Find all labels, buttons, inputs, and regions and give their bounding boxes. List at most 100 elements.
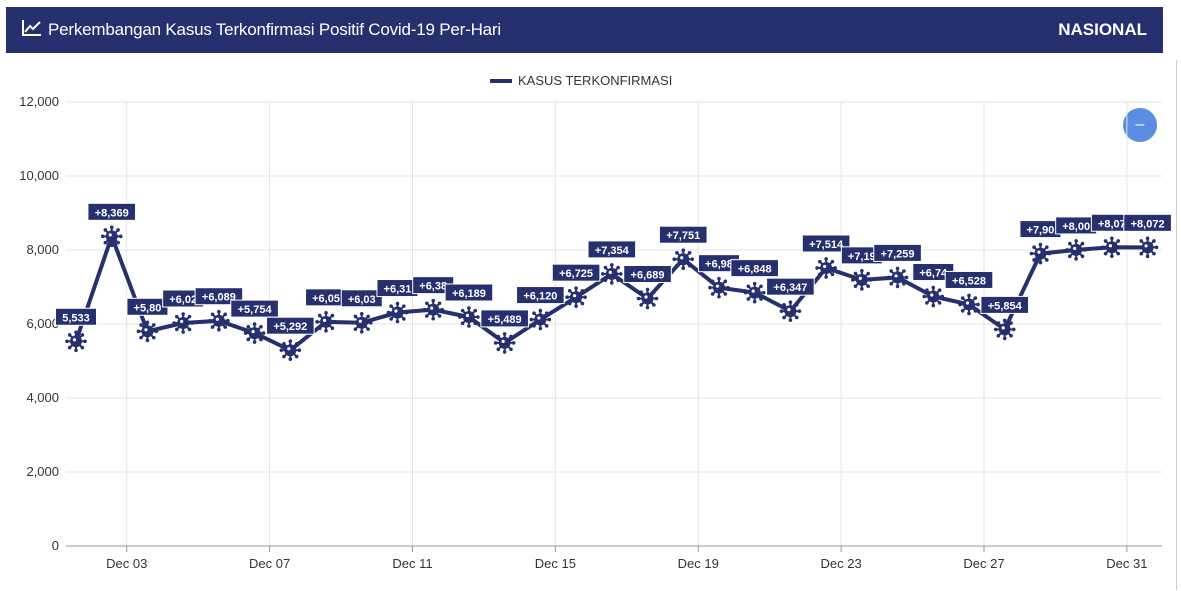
data-label: +7,90 — [1019, 220, 1062, 239]
y-tick-label: 8,000 — [26, 242, 59, 257]
virus-marker-icon[interactable] — [708, 276, 730, 299]
data-label-text: +8,369 — [95, 207, 129, 219]
x-tick-label: Dec 11 — [392, 556, 432, 571]
virus-marker-icon[interactable] — [529, 308, 552, 331]
x-tick-label: Dec 03 — [106, 556, 147, 571]
data-label-box — [873, 243, 922, 262]
data-label: +6,120 — [516, 286, 565, 305]
data-label: 5,533 — [55, 307, 97, 326]
data-label-box — [1123, 213, 1172, 232]
data-label: +5,80 — [126, 297, 169, 316]
data-label-text: +6,528 — [952, 275, 986, 287]
virus-marker-icon[interactable] — [493, 332, 516, 354]
data-label-text: +5,80 — [134, 302, 162, 314]
x-tick-label: Dec 23 — [821, 556, 862, 571]
data-label-box — [480, 309, 529, 328]
data-label-text: +6,189 — [452, 288, 486, 300]
virus-marker-icon[interactable] — [886, 266, 909, 289]
virus-marker-icon[interactable] — [815, 257, 837, 279]
zoom-out-button[interactable]: – — [1123, 108, 1157, 142]
chart-legend[interactable]: KASUS TERKONFIRMASI — [490, 73, 672, 88]
data-label-box — [730, 259, 779, 278]
virus-marker-icon[interactable] — [65, 330, 87, 353]
virus-marker-icon[interactable] — [636, 287, 659, 310]
virus-marker-icon[interactable] — [743, 281, 766, 304]
data-label: +5,754 — [230, 299, 279, 318]
data-label: +8,07 — [1090, 213, 1133, 232]
data-label-text: +6,02 — [169, 294, 197, 306]
virus-marker-icon[interactable] — [565, 286, 587, 308]
data-label: +5,292 — [266, 316, 315, 335]
data-label: +5,854 — [980, 295, 1030, 314]
legend-label: KASUS TERKONFIRMASI — [518, 73, 673, 88]
data-label-text: +6,120 — [523, 291, 557, 303]
data-label-text: 5,533 — [62, 312, 90, 324]
virus-marker-icon[interactable] — [315, 311, 337, 333]
data-label-box — [87, 202, 137, 221]
data-label-box — [55, 307, 97, 326]
virus-marker-icon[interactable] — [100, 225, 123, 248]
data-label: +8,369 — [87, 202, 137, 221]
virus-marker-icon[interactable] — [172, 312, 194, 334]
virus-marker-icon[interactable] — [350, 311, 373, 334]
data-label-box — [623, 265, 672, 284]
virus-marker-icon[interactable] — [1065, 239, 1087, 261]
virus-marker-icon[interactable] — [779, 300, 802, 322]
virus-marker-icon[interactable] — [422, 298, 445, 321]
data-label-text: +8,00 — [1062, 221, 1090, 233]
y-tick-label: 4,000 — [26, 390, 59, 405]
y-tick-label: 10,000 — [19, 168, 59, 183]
data-label-text: +7,514 — [809, 239, 844, 251]
x-tick-label: Dec 19 — [678, 556, 719, 571]
data-label-text: +6,98 — [705, 259, 733, 271]
data-label: +6,528 — [944, 270, 994, 289]
data-label: +7,751 — [658, 225, 708, 244]
data-label: +6,98 — [697, 254, 740, 273]
data-label-box — [444, 283, 494, 302]
y-tick-label: 6,000 — [26, 316, 59, 331]
virus-marker-icon[interactable] — [993, 318, 1016, 341]
virus-marker-icon[interactable] — [458, 306, 480, 328]
data-label: +6,02 — [162, 289, 205, 308]
legend-swatch — [490, 78, 512, 83]
data-label-text: +7,259 — [881, 248, 915, 260]
data-label-text: +6,347 — [773, 282, 807, 294]
data-label: +7,354 — [587, 240, 637, 259]
data-label-text: +5,292 — [273, 321, 307, 333]
minus-icon: – — [1135, 116, 1145, 133]
data-label-text: +6,31 — [384, 284, 412, 296]
line-chart-icon — [22, 19, 42, 42]
data-label-text: +7,751 — [666, 230, 700, 242]
data-label: +8,00 — [1055, 216, 1098, 235]
data-label-box — [944, 270, 994, 289]
virus-marker-icon[interactable] — [958, 293, 980, 316]
data-label: +7,259 — [873, 243, 922, 262]
virus-marker-icon[interactable] — [601, 263, 623, 285]
data-label-text: +7,354 — [595, 245, 630, 257]
virus-marker-icon[interactable] — [136, 320, 159, 343]
data-label: +5,489 — [480, 309, 529, 328]
data-label-box — [551, 263, 601, 282]
data-label-text: +6,725 — [559, 268, 593, 280]
virus-marker-icon[interactable] — [1029, 242, 1052, 265]
data-label: +6,05 — [305, 288, 348, 307]
x-tick-label: Dec 31 — [1106, 556, 1147, 571]
virus-marker-icon[interactable] — [1136, 236, 1159, 259]
y-tick-label: 2,000 — [26, 464, 59, 479]
virus-marker-icon[interactable] — [672, 248, 695, 271]
virus-marker-icon[interactable] — [851, 269, 873, 291]
virus-marker-icon[interactable] — [279, 339, 302, 361]
data-label-box — [801, 234, 851, 253]
x-tick-label: Dec 27 — [963, 556, 1004, 571]
virus-marker-icon[interactable] — [208, 309, 230, 332]
data-label-text: +6,689 — [631, 270, 665, 282]
data-label-box — [587, 240, 637, 259]
virus-marker-icon[interactable] — [922, 285, 945, 308]
y-tick-label: 0 — [52, 538, 59, 553]
virus-marker-icon[interactable] — [243, 322, 266, 344]
virus-marker-icon[interactable] — [386, 301, 409, 324]
virus-marker-icon[interactable] — [1101, 236, 1123, 259]
chart-header: Perkembangan Kasus Terkonfirmasi Positif… — [6, 7, 1163, 53]
data-label-box — [516, 286, 565, 305]
